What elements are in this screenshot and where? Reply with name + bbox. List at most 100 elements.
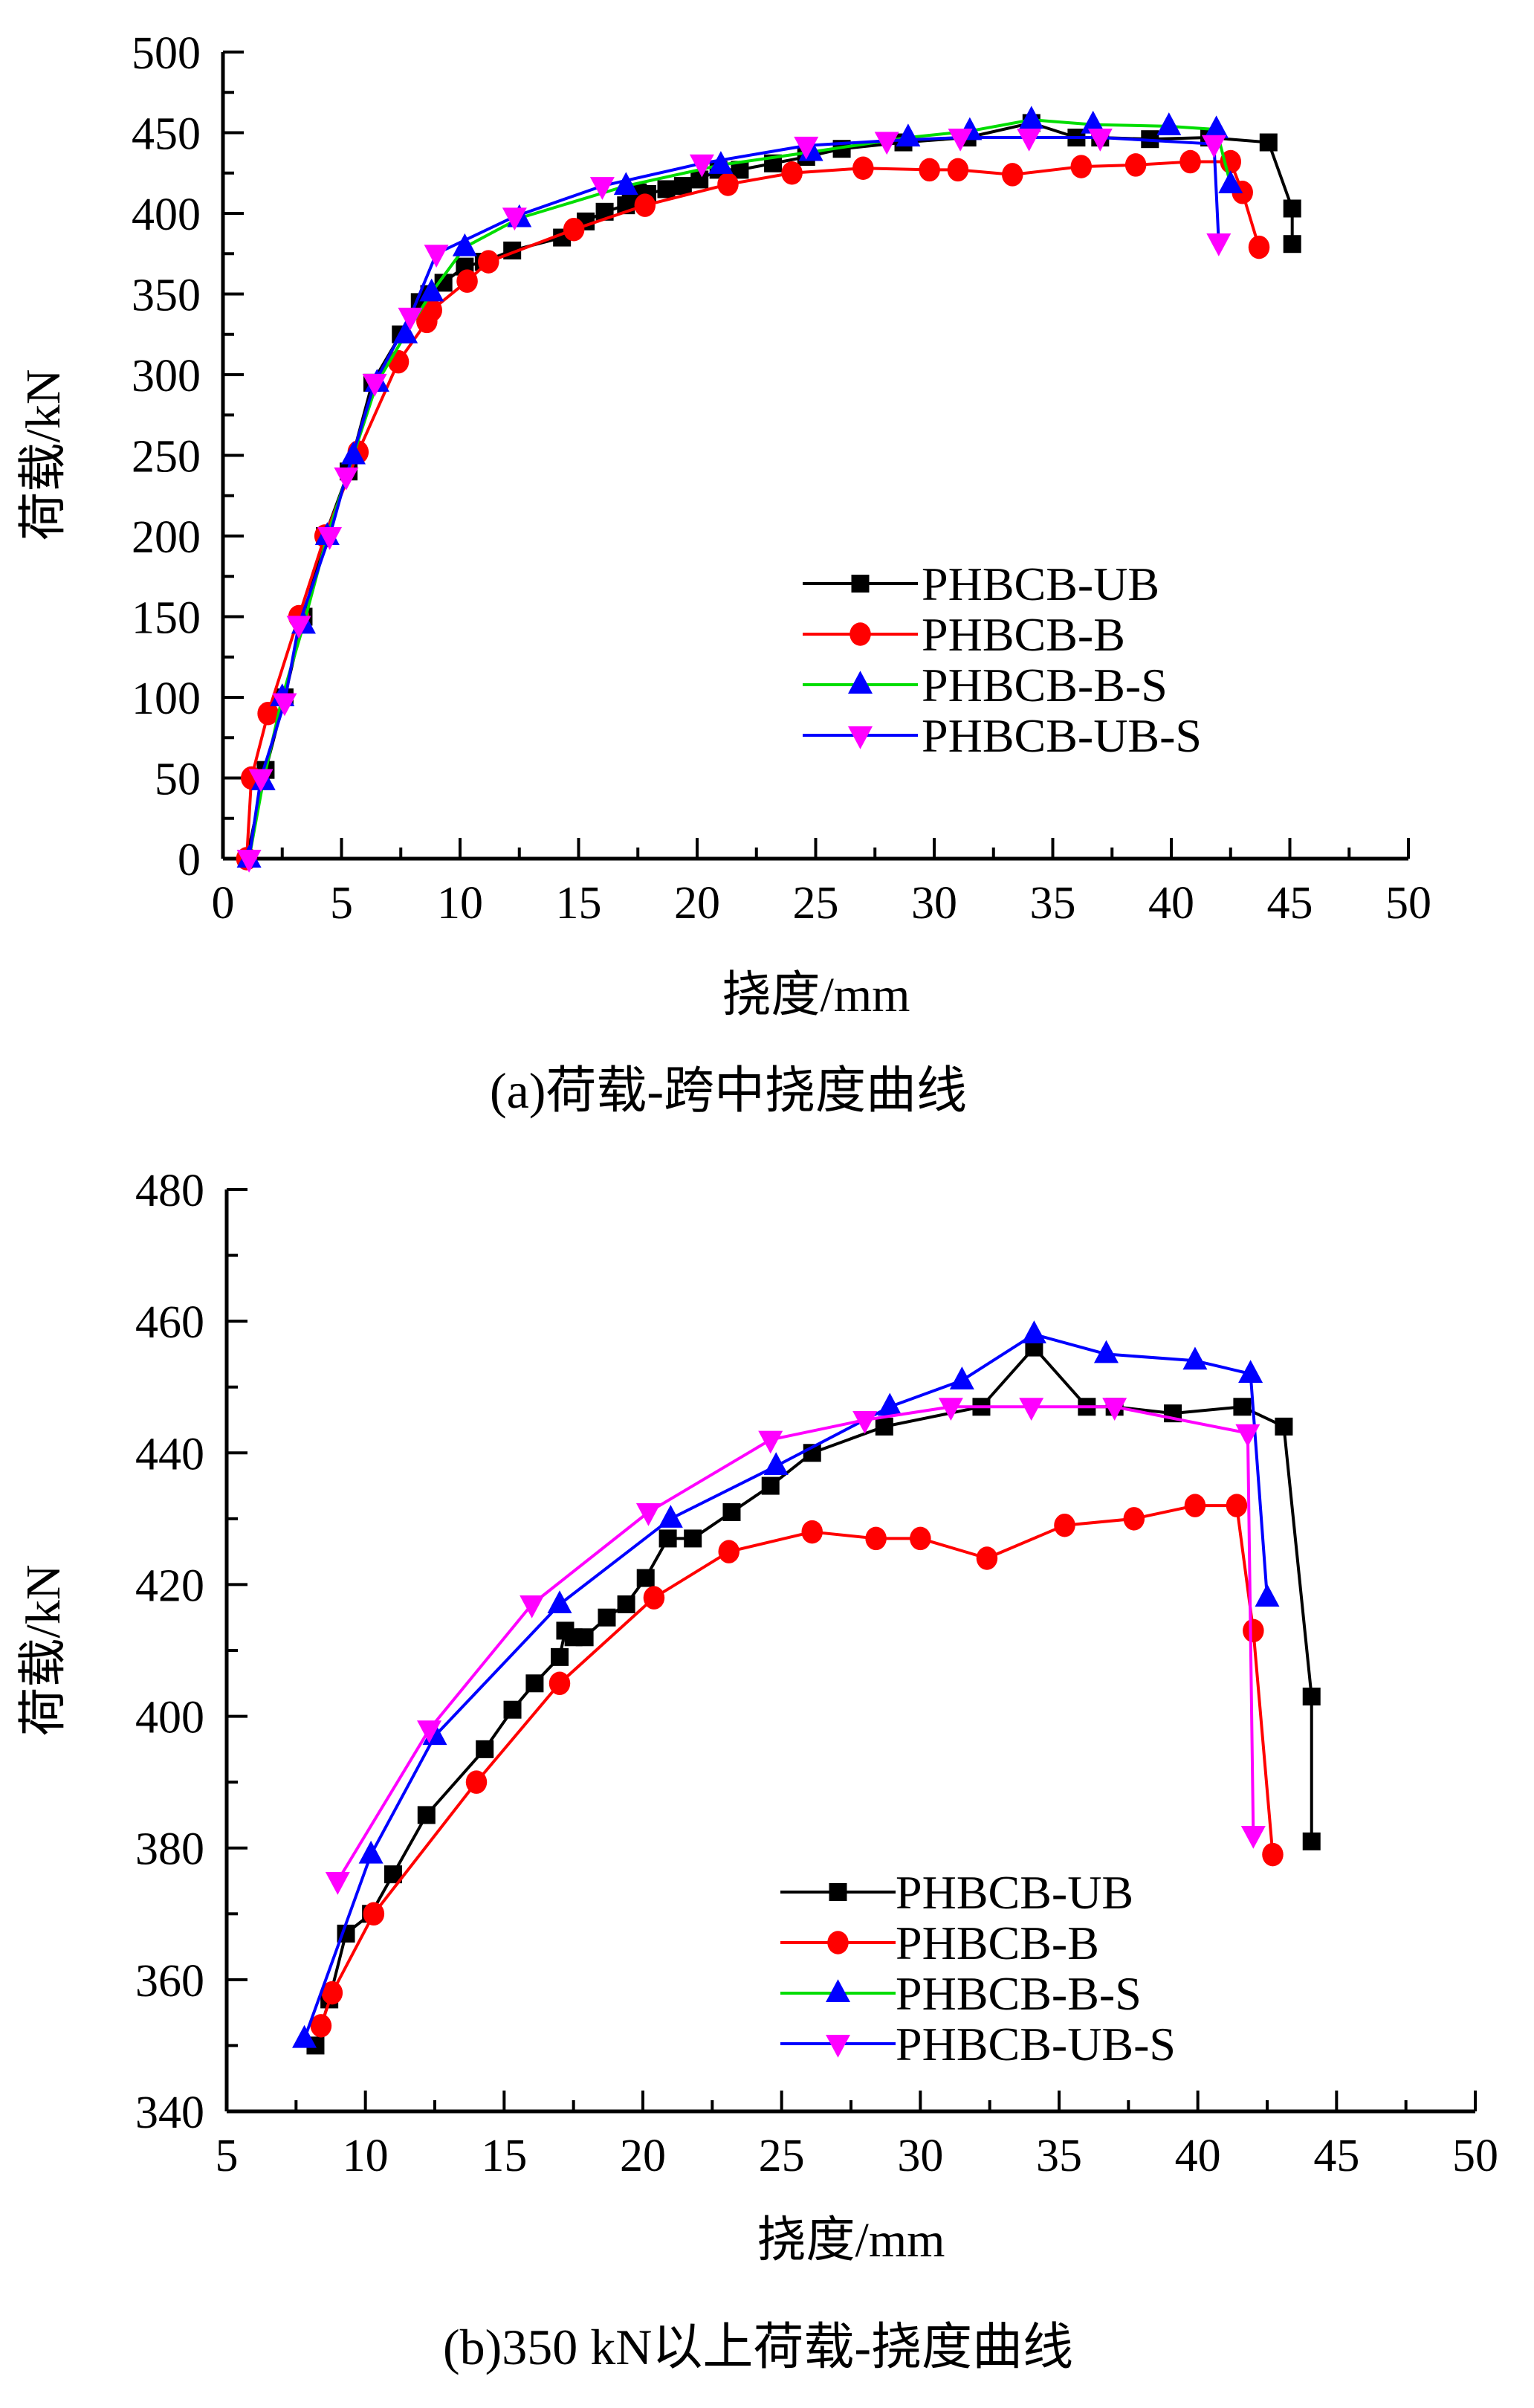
chart-b-point-phbcb-b — [865, 1526, 887, 1551]
chart-a-y-tick-label: 400 — [132, 190, 201, 240]
chart-a-y-tick-label: 200 — [132, 512, 201, 563]
chart-b-point-phbcb-b-s — [1238, 1360, 1263, 1383]
chart-b-point-phbcb-ub — [1302, 1688, 1321, 1705]
chart-a-caption: (a)荷载-跨中挠度曲线 — [490, 1062, 967, 1119]
chart-a-y-tick-label: 150 — [132, 593, 201, 644]
chart-b-point-phbcb-b — [1184, 1494, 1206, 1517]
chart-b-point-phbcb-b — [718, 1540, 740, 1563]
chart-b-point-phbcb-b-s — [1021, 1320, 1046, 1343]
chart-b-point-phbcb-b-s — [763, 1452, 789, 1475]
chart-a-point-phbcb-b — [852, 156, 874, 180]
chart-b-point-phbcb-b — [465, 1770, 488, 1794]
chart-a-x-tick-label: 15 — [556, 878, 602, 929]
chart-b-x-tick-label: 25 — [759, 2131, 805, 2181]
chart-a-point-phbcb-ub-s — [1017, 129, 1042, 152]
chart-b-point-phbcb-ub — [417, 1806, 436, 1824]
chart-a-point-phbcb-b — [1179, 149, 1201, 174]
chart-b-x-tick-label: 15 — [481, 2131, 527, 2181]
chart-a-point-phbcb-ub — [657, 180, 676, 198]
chart-a-series-phbcb-ub-s — [236, 129, 1232, 873]
chart-b-point-phbcb-ub — [551, 1647, 569, 1666]
chart-a-point-phbcb-ub-s — [1206, 233, 1232, 256]
chart-a-point-phbcb-b-s — [708, 151, 734, 174]
chart-b-point-phbcb-ub — [476, 1740, 494, 1758]
chart-b-x-tick-label: 30 — [897, 2131, 943, 2181]
chart-b-point-phbcb-b — [1054, 1513, 1075, 1537]
chart-a-point-phbcb-ub — [673, 177, 692, 196]
chart-a-x-tick-label: 10 — [437, 878, 483, 929]
chart-b-point-phbcb-b-s — [658, 1505, 683, 1528]
chart-b-point-phbcb-ub-s — [325, 1872, 350, 1895]
chart-a-point-phbcb-ub-s — [236, 850, 262, 873]
chart-b-point-phbcb-ub — [1233, 1398, 1252, 1416]
chart-a-x-tick-label: 50 — [1385, 878, 1431, 929]
chart-b-point-phbcb-b — [1123, 1507, 1145, 1531]
chart-b-y-tick-label: 380 — [135, 1824, 204, 1875]
chart-b-axes: 5 10 15 20 25 30 35 40 45 50 340 360 380 400 420 440 460… — [135, 1166, 1498, 2181]
chart-b-point-phbcb-ub-s — [417, 1720, 442, 1744]
chart-a-point-phbcb-ub — [1283, 199, 1301, 218]
chart-b-y-tick-label: 340 — [135, 2088, 204, 2138]
chart-a-point-phbcb-ub-s — [362, 373, 387, 397]
chart-b-x-tick-label: 35 — [1036, 2131, 1082, 2181]
chart-b-point-phbcb-b — [310, 2014, 332, 2038]
chart-b-series — [292, 1320, 1321, 2055]
chart-a-point-phbcb-b — [634, 193, 656, 217]
chart-b-legend-label: PHBCB-UB — [896, 1866, 1133, 1919]
chart-a: 0 5 10 15 20 25 30 35 40 45 5005010015020025030035… — [16, 28, 1431, 1119]
chart-b-point-phbcb-b — [801, 1520, 823, 1544]
chart-b-point-phbcb-b — [363, 1902, 385, 1926]
chart-b-point-phbcb-ub — [875, 1417, 893, 1436]
chart-a-point-phbcb-b-s — [419, 278, 444, 302]
chart-b-y-tick-label: 440 — [135, 1429, 204, 1479]
chart-b-point-phbcb-ub-s — [1019, 1398, 1044, 1421]
chart-a-point-phbcb-ub-s — [794, 136, 819, 160]
chart-b-point-phbcb-b — [548, 1671, 571, 1696]
chart-b-point-phbcb-ub-s — [1240, 1826, 1266, 1849]
chart-a-point-phbcb-ub — [690, 170, 709, 189]
chart-b-legend-label: PHBCB-UB-S — [896, 2018, 1176, 2070]
chart-b-point-phbcb-b-s — [949, 1366, 974, 1389]
chart-b-x-tick-label: 50 — [1452, 2131, 1498, 2181]
chart-b-legend-label: PHBCB-B — [896, 1917, 1099, 1969]
chart-b-y-tick-label: 480 — [135, 1166, 204, 1216]
chart-b-point-phbcb-ub-s — [938, 1398, 963, 1421]
chart-b-y-tick-label: 420 — [135, 1560, 204, 1611]
chart-a-point-phbcb-b — [257, 701, 279, 726]
chart-a-legend-marker — [851, 575, 870, 593]
chart-b-point-phbcb-ub — [636, 1569, 655, 1587]
chart-a-point-phbcb-b — [1124, 153, 1147, 177]
chart-b-series-phbcb-b — [310, 1494, 1284, 2038]
chart-a-legend-label: PHBCB-B — [922, 608, 1125, 661]
chart-b-legend-marker — [827, 1931, 849, 1955]
chart-b-series-phbcb-ub — [306, 1338, 1321, 2055]
chart-b-line-phbcb-b-s — [302, 1332, 1269, 2040]
chart-b-legend-marker — [826, 2035, 850, 2058]
chart-b-x-tick-label: 10 — [343, 2131, 389, 2181]
chart-a-point-phbcb-b — [781, 161, 803, 185]
chart-a-x-tick-label: 20 — [674, 878, 720, 929]
chart-a-point-phbcb-b — [717, 172, 739, 196]
chart-a-y-tick-label: 0 — [178, 835, 201, 885]
chart-b-legend-marker — [829, 1883, 847, 1901]
chart-a-point-phbcb-b — [947, 158, 969, 182]
chart-a-y-tick-label: 450 — [132, 109, 201, 160]
chart-a-legend-marker — [849, 622, 871, 646]
chart-b-point-phbcb-ub — [1302, 1832, 1321, 1850]
chart-b-point-phbcb-ub-s — [852, 1411, 878, 1434]
chart-b-point-phbcb-ub-s — [520, 1595, 545, 1618]
chart-a-point-phbcb-b — [421, 298, 442, 322]
chart-a-legend-label: PHBCB-UB — [922, 558, 1159, 610]
chart-b-x-tick-label: 20 — [620, 2131, 666, 2181]
chart-a-point-phbcb-ub — [1283, 235, 1301, 254]
chart-a-point-phbcb-b — [1002, 163, 1023, 187]
chart-a-y-tick-label: 100 — [132, 674, 201, 724]
chart-a-x-tick-label: 30 — [911, 878, 957, 929]
chart-b-point-phbcb-ub — [598, 1608, 616, 1627]
chart-a-point-phbcb-b — [456, 269, 478, 293]
chart-b-point-phbcb-b-s — [292, 2024, 317, 2048]
chart-b-point-phbcb-b — [1262, 1842, 1284, 1867]
chart-a-point-phbcb-b-s — [613, 172, 638, 196]
chart-a-point-phbcb-ub-s — [272, 693, 297, 717]
